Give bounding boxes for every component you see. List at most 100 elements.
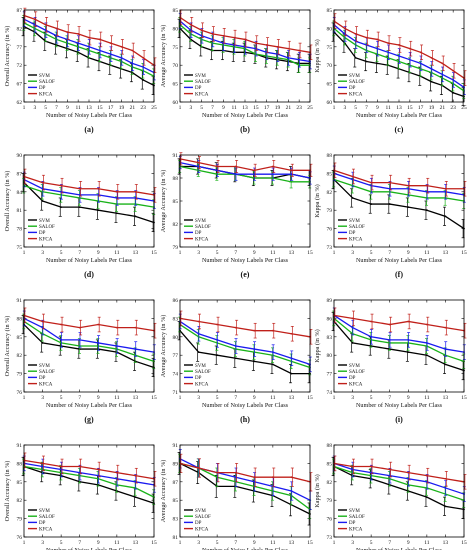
x-tick-label: 9 [222, 105, 225, 111]
data-point [387, 42, 390, 45]
series-kfca [179, 310, 313, 345]
x-tick-label: 13 [133, 395, 139, 401]
plot-frame [23, 444, 155, 538]
x-tick-label: 11 [114, 540, 120, 546]
series-line [23, 178, 155, 202]
data-point [234, 345, 237, 347]
y-tick-label: 91 [17, 298, 23, 304]
data-point [254, 47, 257, 50]
x-tick-label: 15 [461, 250, 467, 256]
data-point [197, 165, 200, 168]
x-tick-label: 17 [418, 105, 424, 111]
y-tick-label: 85 [17, 480, 23, 486]
y-tick-label: 76 [17, 390, 23, 396]
x-tick-label: 1 [23, 540, 26, 546]
data-point [142, 79, 145, 81]
x-tick-label: 9 [97, 540, 100, 546]
y-tick-label: 62 [17, 100, 23, 106]
data-point [444, 487, 447, 489]
data-point [425, 190, 428, 193]
y-tick-label: 85 [17, 335, 23, 341]
legend-entry: SVM [349, 364, 360, 369]
series-line [333, 169, 464, 190]
data-point [115, 471, 118, 474]
data-point [388, 468, 391, 471]
x-tick-label: 9 [407, 395, 410, 401]
legend-entry: SVM [39, 364, 50, 369]
x-axis-label: Number of Noisy Labels Per Class [46, 402, 133, 409]
data-point [271, 476, 274, 479]
x-tick-label: 21 [286, 105, 292, 111]
data-point [408, 47, 411, 50]
data-point [234, 471, 237, 474]
data-point [407, 184, 410, 187]
data-point [388, 474, 391, 477]
x-axis-label: Number of Noisy Labels Per Class [202, 547, 289, 550]
data-point [370, 471, 373, 474]
x-tick-label: 11 [270, 250, 276, 256]
x-tick-label: 5 [370, 540, 373, 546]
x-tick-label: 15 [461, 540, 467, 546]
series-kfca [179, 152, 313, 177]
series-kfca [333, 162, 467, 197]
y-tick-label: 81 [17, 208, 23, 214]
data-point [376, 38, 379, 41]
data-point [351, 317, 354, 320]
data-point [407, 477, 410, 480]
y-tick-label: 82 [327, 480, 333, 486]
x-tick-label: 21 [130, 105, 136, 111]
x-axis-label: Number of Noisy Labels Per Class [202, 112, 289, 119]
series-line [179, 165, 310, 183]
data-point [134, 190, 137, 193]
data-point [351, 468, 354, 471]
series-line [333, 462, 465, 495]
x-tick-label: 7 [388, 540, 391, 546]
x-tick-label: 9 [97, 395, 100, 401]
x-tick-label: 15 [97, 105, 103, 111]
legend-entry: DP [195, 231, 202, 236]
legend-entry: SALOF [39, 225, 55, 230]
x-tick-label: 3 [351, 250, 354, 256]
y-tick-label: 75 [17, 245, 23, 251]
y-tick-label: 89 [327, 298, 333, 304]
data-point [441, 73, 444, 76]
y-tick-label: 73 [327, 535, 333, 541]
data-point [216, 471, 219, 474]
data-point [430, 56, 433, 59]
y-tick-label: 84 [17, 190, 23, 196]
data-point [44, 29, 47, 32]
series-kfca [179, 9, 313, 61]
plot-frame [333, 299, 465, 393]
x-tick-label: 1 [333, 105, 336, 111]
legend-entry: DP [195, 521, 202, 526]
data-point [142, 66, 145, 68]
x-tick-label: 7 [365, 105, 368, 111]
y-tick-label: 87 [17, 171, 23, 177]
x-tick-label: 3 [197, 250, 200, 256]
x-axis-label: Number of Noisy Labels Per Class [46, 547, 133, 550]
y-tick-label: 85 [327, 8, 333, 14]
series-line [333, 172, 465, 196]
series-svm [331, 169, 465, 239]
data-point [370, 181, 373, 184]
series-line [333, 465, 465, 501]
data-point [290, 476, 293, 479]
y-tick-label: 80 [327, 353, 333, 359]
data-point [97, 474, 100, 477]
data-point [211, 38, 214, 41]
series-dp [178, 13, 312, 70]
data-point [97, 209, 100, 212]
y-tick-label: 73 [327, 245, 333, 251]
series-svm [21, 173, 155, 233]
x-tick-label: 11 [270, 540, 276, 546]
data-point [55, 27, 58, 30]
x-tick-label: 9 [253, 540, 256, 546]
data-point [197, 332, 200, 335]
x-tick-label: 3 [351, 540, 354, 546]
